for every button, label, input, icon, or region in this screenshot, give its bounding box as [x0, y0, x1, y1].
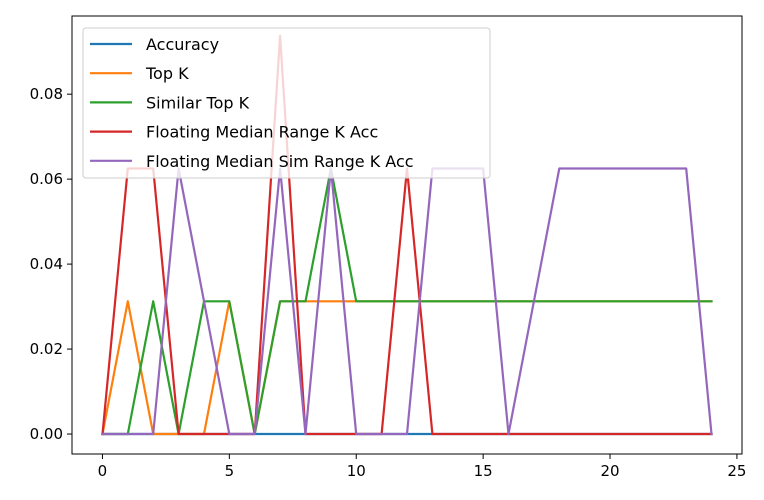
x-tick-label: 15	[474, 462, 493, 480]
legend-label-1: Accuracy	[146, 35, 219, 54]
x-tick-label: 0	[98, 462, 108, 480]
legend-label-5: Floating Median Sim Range K Acc	[146, 152, 414, 171]
legend-box	[82, 27, 491, 179]
y-tick-label: 0.08	[30, 85, 63, 103]
legend-label-4: Floating Median Range K Acc	[146, 123, 378, 142]
y-tick-label: 0.04	[30, 255, 63, 273]
legend-label-3: Similar Top K	[146, 93, 250, 112]
x-tick-label: 25	[727, 462, 746, 480]
x-tick-label: 5	[225, 462, 235, 480]
plot-frame	[71, 15, 743, 455]
x-tick-label: 10	[347, 462, 366, 480]
y-tick-label: 0.02	[30, 340, 63, 358]
series-line-5	[101, 167, 713, 436]
x-tick-label: 20	[600, 462, 619, 480]
y-tick-label: 0.06	[30, 170, 63, 188]
axis-layer: 0 5 10 15 20 25 0.00 0.02 0.04 0.06 0.08	[30, 85, 747, 480]
legend-label-2: Top K	[145, 64, 189, 83]
y-tick-label: 0.00	[30, 425, 63, 443]
legend: Accuracy Top K Similar Top K Floating Media…	[82, 27, 491, 179]
